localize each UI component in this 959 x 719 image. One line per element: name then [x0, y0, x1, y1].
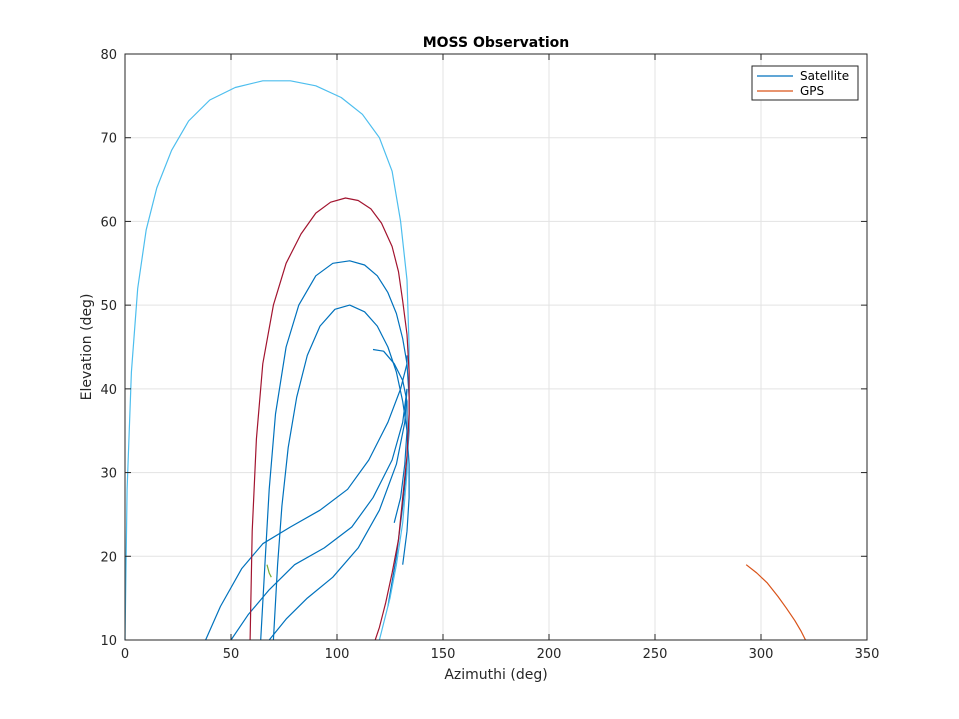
x-tick-label: 350 — [855, 647, 880, 662]
series-line-satellite — [230, 388, 408, 641]
y-tick-label: 30 — [100, 467, 117, 482]
series-line-satellite — [266, 564, 272, 578]
axes — [124, 53, 868, 641]
x-tick-label: 200 — [537, 647, 562, 662]
series-line-satellite — [268, 388, 408, 641]
x-tick-label: 100 — [325, 647, 350, 662]
series-line-satellite — [272, 304, 410, 641]
series-line-satellite — [205, 355, 408, 641]
legend-label: Satellite — [800, 69, 849, 83]
data-lines — [124, 80, 807, 641]
y-tick-label: 50 — [100, 299, 117, 314]
x-tick-label: 0 — [121, 647, 129, 662]
x-tick-label: 250 — [643, 647, 668, 662]
series-line-gps — [745, 564, 807, 641]
y-tick-label: 20 — [100, 550, 117, 565]
plot-area — [125, 54, 867, 640]
x-tick-label: 50 — [223, 647, 240, 662]
x-axis-label: Azimuthi (deg) — [444, 667, 547, 683]
legend-label: GPS — [800, 84, 824, 98]
series-line-satellite — [249, 197, 410, 641]
series-line-satellite — [372, 348, 408, 523]
chart-title: MOSS Observation — [423, 35, 570, 51]
ticks: 0 50 100 150 200 250 300 350 10 20 30 40 50 60 70 80 — [100, 48, 879, 662]
y-tick-label: 60 — [100, 215, 117, 230]
y-tick-label: 40 — [100, 383, 117, 398]
y-tick-label: 10 — [100, 634, 117, 649]
axes-box — [124, 53, 868, 641]
x-tick-label: 300 — [749, 647, 774, 662]
series-line-satellite — [124, 80, 410, 641]
y-tick-label: 80 — [100, 48, 117, 63]
x-tick-label: 150 — [431, 647, 456, 662]
y-axis-label: Elevation (deg) — [79, 294, 95, 401]
legend-box — [751, 65, 859, 101]
y-tick-label: 70 — [100, 132, 117, 147]
